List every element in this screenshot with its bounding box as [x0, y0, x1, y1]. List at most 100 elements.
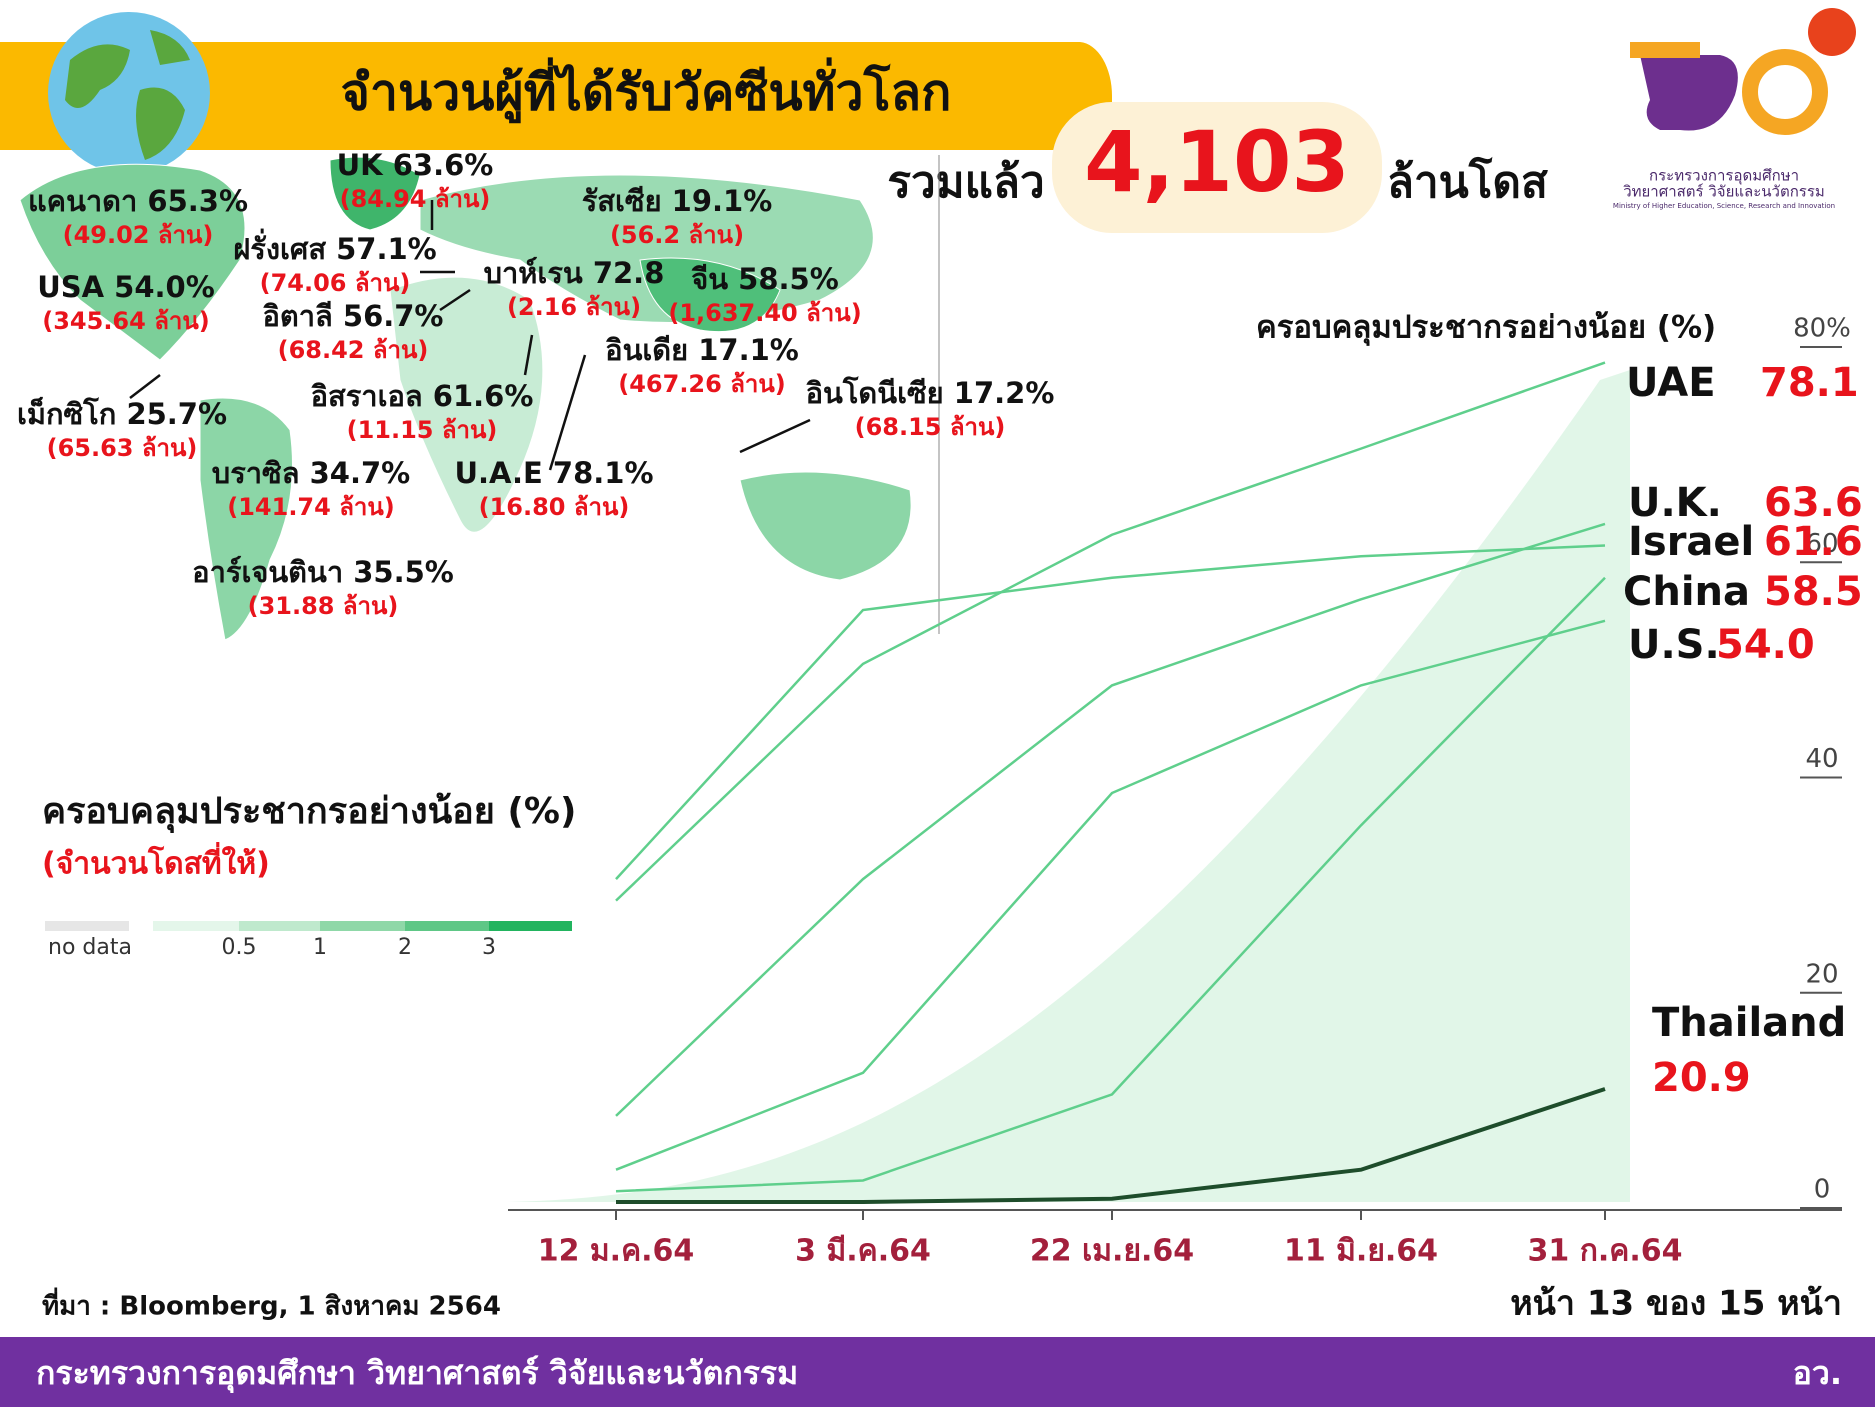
legend-title: ครอบคลุมประชากรอย่างน้อย (%): [42, 791, 576, 834]
legend-label: 1: [313, 935, 327, 960]
map-region: [19, 163, 246, 361]
legend-swatch: [320, 921, 405, 931]
series-end-label: 58.5: [1764, 569, 1863, 615]
map-label: อิสราเอล 61.6%: [311, 379, 534, 413]
series-name: Israel: [1628, 519, 1754, 565]
map-region: [639, 257, 781, 333]
series-end-label: 54.0: [1716, 622, 1815, 668]
map-doses: (31.88 ล้าน): [248, 592, 399, 620]
map-doses: (68.15 ล้าน): [855, 413, 1006, 441]
series-line: [615, 576, 1606, 1193]
y-tick-label: 40: [1805, 744, 1838, 774]
legend-swatch: [239, 921, 320, 931]
y-tick-label: 80%: [1793, 314, 1851, 344]
series-end-label: 61.6: [1764, 519, 1863, 565]
series-end-label: 63.6: [1764, 480, 1863, 526]
series-line: [615, 361, 1606, 902]
map-label: UK 63.6%: [337, 148, 494, 182]
map-arrows: [129, 200, 811, 471]
map-doses: (74.06 ล้าน): [260, 269, 411, 297]
series-name: UAE: [1626, 360, 1716, 406]
arrow: [439, 288, 471, 312]
map-region: [329, 156, 421, 231]
page-number: หน้า 13 ของ 15 หน้า: [1510, 1284, 1842, 1324]
map-label: จีน 58.5%: [691, 262, 839, 296]
world-map: [19, 156, 912, 641]
map-label: USA 54.0%: [37, 270, 215, 304]
map-label: รัสเซีย 19.1%: [582, 184, 773, 218]
chart-title: ครอบคลุมประชากรอย่างน้อย (%): [1256, 310, 1716, 347]
y-tick-label: 20: [1805, 959, 1838, 989]
map-doses: (65.63 ล้าน): [47, 434, 198, 462]
series-name: U.S.: [1628, 622, 1720, 668]
legend-swatch: [405, 921, 489, 931]
legend-ticks: 0.5 1 2 3: [222, 935, 497, 960]
legend-label: 0.5: [222, 935, 257, 960]
map-label: อิตาลี 56.7%: [262, 299, 443, 333]
y-tick-label: 60: [1805, 529, 1838, 559]
map-region: [389, 276, 544, 533]
arrow: [548, 354, 587, 471]
legend-subtitle: (จำนวนโดสที่ให้): [42, 842, 270, 882]
map-doses: (16.80 ล้าน): [479, 493, 630, 521]
map-doses: (56.2 ล้าน): [610, 221, 744, 249]
map-doses: (345.64 ล้าน): [42, 307, 210, 335]
map-label: U.A.E 78.1%: [454, 456, 653, 490]
logo-text: Ministry of Higher Education, Science, R…: [1613, 202, 1835, 210]
map-doses: (141.74 ล้าน): [227, 493, 395, 521]
y-tick-label: 0: [1814, 1175, 1831, 1205]
legend-swatch: [489, 921, 572, 931]
x-tick-label: 3 มี.ค.64: [795, 1234, 931, 1269]
map-labels: แคนาดา 65.3% (49.02 ล้าน) UK 63.6% (84.94 ล…: [17, 148, 1054, 620]
legend-label: 3: [482, 935, 496, 960]
map-region: [199, 397, 293, 641]
x-tick-label: 31 ก.ค.64: [1528, 1234, 1683, 1269]
total-prefix: รวมแล้ว: [887, 157, 1044, 208]
globe-land: [65, 30, 190, 160]
map-label: เม็กซิโก 25.7%: [17, 396, 227, 431]
total-value: 4,103: [1084, 113, 1350, 211]
arrow: [739, 418, 811, 454]
map-doses: (1,637.40 ล้าน): [668, 299, 861, 327]
x-tick-label: 12 ม.ค.64: [538, 1234, 695, 1269]
map-label: อาร์เจนตินา 35.5%: [192, 555, 454, 589]
map-label: บาห์เรน 72.8: [484, 256, 665, 290]
logo-emblem: [1808, 8, 1856, 56]
series-line: [615, 522, 1606, 1117]
chart-background-lines: [508, 370, 1630, 1202]
series-line: [615, 619, 1606, 1171]
logo-mark: [1640, 55, 1738, 131]
x-tick-label: 22 เม.ย.64: [1030, 1234, 1194, 1269]
arrow: [523, 334, 534, 376]
series-line: [616, 1087, 1606, 1204]
series-name: Thailand: [1652, 1000, 1846, 1046]
map-doses: (11.15 ล้าน): [347, 416, 498, 444]
series-end-label: 78.1: [1760, 360, 1859, 406]
map-label: แคนาดา 65.3%: [28, 184, 248, 218]
map-doses: (467.26 ล้าน): [618, 370, 786, 398]
title: จำนวนผู้ที่ได้รับวัคซีนทั่วโลก: [341, 58, 952, 124]
legend-label: 2: [398, 935, 412, 960]
logo-text: กระทรวงการอุดมศึกษา: [1649, 167, 1799, 186]
footer-short: อว.: [1793, 1354, 1842, 1392]
map-doses: (84.94 ล้าน): [340, 185, 491, 213]
chart: 0 20 40 60 80% 12 ม.ค.64 3 มี.ค.64 22 เม.ย.64 11…: [538, 314, 1863, 1269]
map-label: ฝรั่งเศส 57.1%: [233, 228, 436, 266]
map-region: [739, 471, 912, 581]
source: ที่มา : Bloomberg, 1 สิงหาคม 2564: [42, 1287, 501, 1322]
map-doses: (49.02 ล้าน): [63, 221, 214, 249]
map-doses: (68.42 ล้าน): [278, 336, 429, 364]
footer-bar: [0, 1337, 1875, 1407]
map-doses: (2.16 ล้าน): [507, 293, 641, 321]
map-label: อินเดีย 17.1%: [605, 333, 799, 367]
legend-label: no data: [48, 935, 132, 960]
footer-ministry: กระทรวงการอุดมศึกษา วิทยาศาสตร์ วิจัยและ…: [36, 1354, 798, 1394]
x-tick-label: 11 มิ.ย.64: [1284, 1234, 1438, 1269]
legend-swatch: [153, 921, 239, 931]
arrow: [129, 374, 161, 399]
total-pill: [1052, 102, 1382, 233]
title-bar: [0, 42, 1112, 150]
series-line: [615, 544, 1606, 880]
